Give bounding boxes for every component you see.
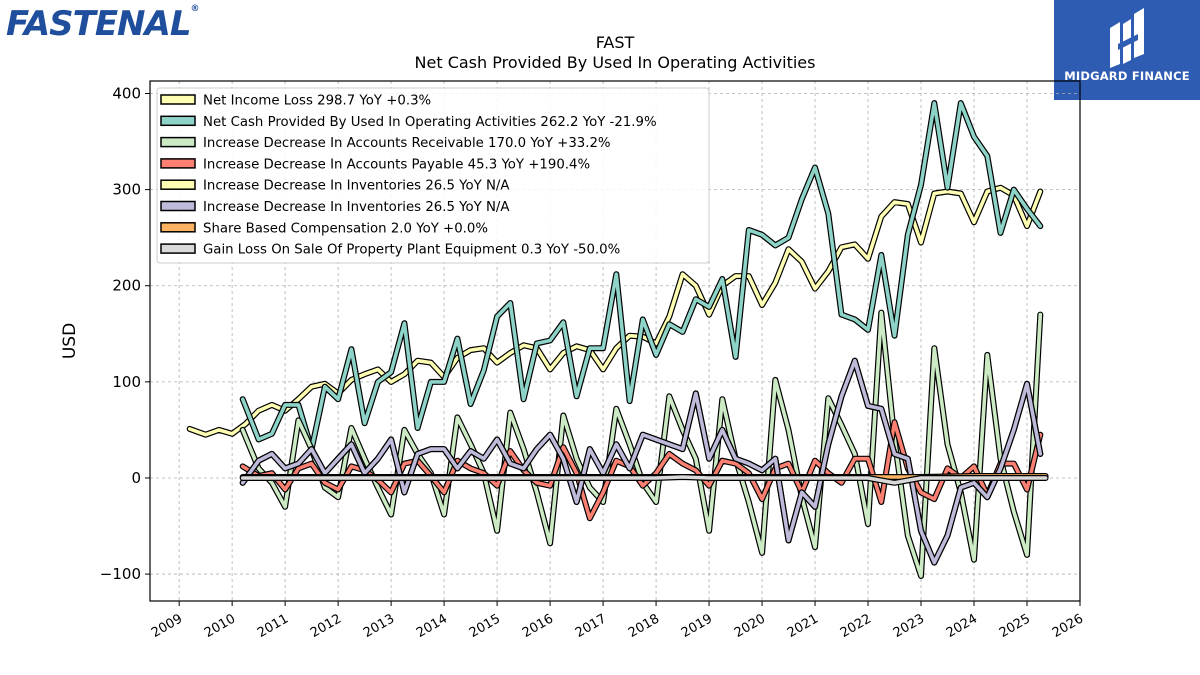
x-tick-label: 2012	[308, 611, 344, 641]
y-tick-label: 300	[112, 181, 141, 199]
legend-box	[156, 87, 710, 264]
x-tick-label: 2025	[997, 611, 1033, 641]
legend-label-5: Increase Decrease In Inventories 26.5 Yo…	[203, 200, 510, 215]
x-tick-label: 2009	[149, 611, 185, 641]
legend-label-4: Increase Decrease In Inventories 26.5 Yo…	[203, 179, 510, 194]
x-tick-label: 2023	[891, 611, 927, 641]
midgard-mark-icon	[1110, 8, 1144, 68]
midgard-finance-label: MIDGARD FINANCE	[1064, 69, 1190, 83]
legend-label-3: Increase Decrease In Accounts Payable 45…	[203, 157, 590, 172]
legend-label-1: Net Cash Provided By Used In Operating A…	[203, 115, 657, 130]
x-tick-label: 2014	[414, 611, 450, 641]
y-tick-label: 0	[131, 469, 141, 487]
axes-frame	[149, 80, 1081, 602]
legend-swatch-7	[160, 243, 196, 254]
legend-label-7: Gain Loss On Sale Of Property Plant Equi…	[203, 243, 620, 258]
fastenal-logo: FASTENAL®	[6, 4, 200, 44]
x-tick-label: 2020	[732, 611, 768, 641]
legend-swatch-0	[160, 94, 196, 105]
series-group	[186, 100, 1049, 579]
legend-swatch-6	[160, 222, 196, 233]
x-tick-label: 2017	[573, 611, 609, 641]
x-tick-label: 2026	[1050, 611, 1086, 641]
legend-swatch-5	[160, 200, 196, 212]
series-line-7	[240, 475, 1048, 485]
x-tick-label: 2024	[944, 611, 980, 641]
x-tick-label: 2019	[679, 611, 715, 641]
chart-subtitle: Net Cash Provided By Used In Operating A…	[415, 53, 816, 72]
legend-label-0: Net Income Loss 298.7 YoY +0.3%	[203, 94, 431, 109]
fastenal-logo-text: FASTENAL	[6, 4, 191, 44]
chart-title: FAST	[596, 33, 635, 52]
series-line-0	[187, 185, 1043, 437]
legend-swatch-1	[160, 115, 196, 127]
legend-swatch-4	[160, 179, 196, 190]
y-tick-label: 100	[112, 373, 141, 391]
midgard-finance-logo: MIDGARD FINANCE	[1054, 0, 1200, 100]
legend-swatch-3	[160, 158, 196, 169]
legend-label-6: Share Based Compensation 2.0 YoY +0.0%	[203, 221, 488, 236]
legend-label-2: Increase Decrease In Accounts Receivable…	[203, 136, 611, 151]
x-tick-label: 2015	[467, 611, 503, 641]
x-tick-label: 2013	[361, 611, 397, 641]
series-line-5	[240, 358, 1043, 565]
x-tick-label: 2018	[626, 611, 662, 641]
y-axis-label: USD	[60, 323, 80, 359]
x-tick-label: 2016	[520, 611, 556, 641]
x-tick-label: 2022	[838, 611, 874, 641]
x-tick-label: 2010	[202, 611, 238, 641]
y-tick-label: 400	[112, 84, 141, 102]
y-tick-label: −100	[100, 565, 141, 583]
x-tick-label: 2021	[785, 611, 821, 641]
series-line-1	[240, 101, 1043, 451]
y-tick-label: 200	[112, 277, 141, 295]
legend-swatch-2	[160, 136, 196, 148]
legend: Net Income Loss 298.7 YoY +0.3% Net Cash …	[156, 87, 710, 264]
x-tick-label: 2011	[255, 611, 291, 641]
